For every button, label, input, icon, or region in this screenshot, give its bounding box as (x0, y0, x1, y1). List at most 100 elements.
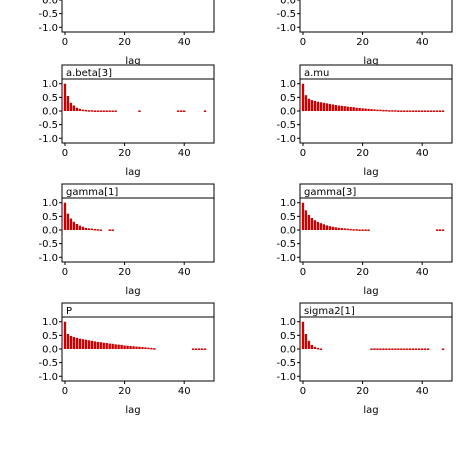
acf-bar (301, 202, 305, 230)
acf-bar (72, 221, 76, 230)
panel-frame (299, 183, 453, 263)
y-tick-label: 0.0 (42, 0, 58, 7)
acf-bar (441, 229, 445, 231)
y-tick-label: -0.5 (276, 9, 296, 20)
acf-bar (409, 110, 412, 112)
acf-panel: a.beta[3] 1.0 0.5 0.0 -0.5 -1.0 0 20 40 lag (38, 64, 215, 178)
acf-bar (313, 220, 317, 230)
y-tick-label: 1.0 (280, 198, 296, 209)
acf-bar (349, 106, 352, 111)
acf-bar (358, 108, 361, 111)
acf-bar (412, 110, 415, 112)
acf-bar (415, 110, 418, 112)
y-tick-label: -0.5 (276, 239, 296, 250)
acf-bar (409, 348, 412, 350)
acf-bar (114, 110, 117, 112)
y-tick-label: -1.0 (38, 134, 58, 145)
acf-bar (105, 110, 108, 112)
x-tick-label: 0 (62, 267, 68, 278)
acf-bar (331, 104, 334, 111)
y-tick-label: 0.0 (280, 107, 296, 118)
acf-bar (87, 228, 91, 230)
acf-bar (391, 348, 394, 350)
acf-bar (364, 229, 367, 231)
acf-bar (316, 347, 320, 350)
y-tick-label: 0.0 (42, 107, 58, 118)
acf-bar (301, 83, 305, 111)
acf-bar (435, 110, 439, 112)
y-tick-label: 1.0 (42, 198, 58, 209)
acf-bar (328, 103, 331, 111)
acf-bar (364, 108, 367, 111)
x-tick-label: 40 (178, 386, 191, 397)
acf-bar (132, 346, 135, 349)
acf-bar (96, 229, 99, 231)
acf-bar (331, 226, 334, 230)
acf-bar (63, 83, 67, 111)
x-tick-label: 40 (416, 37, 429, 48)
acf-bar (111, 110, 114, 112)
x-axis-label: lag (363, 286, 378, 297)
y-tick-label: 1.0 (42, 317, 58, 328)
acf-bar (370, 109, 373, 111)
y-tick-label: 0.5 (42, 331, 58, 342)
acf-bar (394, 110, 397, 112)
acf-bar (418, 110, 421, 112)
y-tick-label: 0.0 (42, 345, 58, 356)
acf-bar (307, 340, 311, 349)
acf-bar (421, 110, 424, 112)
acf-bar (358, 229, 361, 231)
x-axis-label: lag (125, 405, 140, 416)
acf-bar (75, 337, 79, 349)
acf-bar (99, 110, 102, 112)
acf-bar (120, 344, 123, 349)
y-tick-label: -0.5 (276, 358, 296, 369)
y-tick-label: -1.0 (38, 23, 58, 34)
acf-bar (117, 344, 120, 349)
acf-bar (376, 109, 379, 112)
acf-bar (183, 110, 186, 112)
acf-bar (367, 229, 370, 231)
x-tick-label: 20 (356, 267, 369, 278)
panel-title: sigma2[1] (304, 306, 355, 317)
x-tick-label: 20 (356, 37, 369, 48)
panel-title: gamma[3] (304, 187, 356, 198)
acf-bar (423, 110, 427, 112)
acf-bar (319, 102, 323, 111)
acf-panel: sigma2[1] 1.0 0.5 0.0 -0.5 -1.0 0 20 40 lag (276, 302, 453, 416)
acf-bar (63, 202, 67, 230)
acf-bar (111, 229, 114, 231)
y-tick-label: -0.5 (38, 239, 58, 250)
y-tick-label: 0.0 (280, 0, 296, 7)
acf-bar (391, 110, 394, 112)
y-tick-label: -1.0 (276, 253, 296, 264)
acf-bar (69, 102, 73, 111)
y-tick-label: 1.0 (280, 317, 296, 328)
panel-title: a.beta[3] (66, 68, 112, 79)
acf-bar (99, 229, 102, 231)
acf-bar (194, 348, 198, 350)
acf-bar (66, 213, 70, 230)
acf-bar (400, 348, 403, 350)
y-tick-label: 0.5 (280, 331, 296, 342)
acf-bar (93, 341, 96, 349)
acf-bar (373, 348, 376, 350)
acf-bar (99, 342, 102, 349)
acf-bar (96, 110, 99, 112)
panel-title: gamma[1] (66, 187, 118, 198)
acf-bar (388, 110, 391, 112)
acf-bar (343, 228, 346, 230)
acf-bar (382, 348, 385, 350)
acf-bar (379, 348, 382, 350)
x-tick-label: 20 (118, 267, 131, 278)
panel-frame (299, 64, 453, 144)
x-tick-label: 40 (178, 37, 191, 48)
acf-bar (123, 345, 126, 349)
acf-bar (90, 228, 93, 231)
x-tick-label: 0 (62, 37, 68, 48)
x-tick-label: 0 (300, 267, 306, 278)
acf-bar (150, 347, 153, 350)
acf-bar (316, 101, 320, 111)
panel-frame (299, 0, 453, 33)
